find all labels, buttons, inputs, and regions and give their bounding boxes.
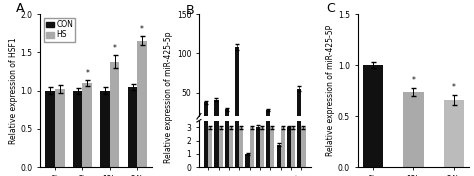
Bar xyxy=(214,0,219,167)
Bar xyxy=(250,130,254,132)
Bar xyxy=(266,0,270,167)
Bar xyxy=(128,87,137,167)
Bar xyxy=(235,47,239,132)
Bar xyxy=(208,130,212,132)
Text: C: C xyxy=(326,2,335,15)
Text: *: * xyxy=(452,83,456,92)
Text: A: A xyxy=(16,2,24,15)
Bar xyxy=(204,102,208,132)
Bar xyxy=(291,130,295,132)
Bar xyxy=(444,100,464,167)
Bar xyxy=(256,130,260,132)
Bar xyxy=(287,130,291,132)
Bar xyxy=(363,65,383,167)
Bar xyxy=(55,89,64,167)
Bar xyxy=(137,41,147,167)
Bar xyxy=(208,127,212,167)
Bar xyxy=(73,91,82,167)
Bar xyxy=(229,130,233,132)
Bar xyxy=(235,0,239,167)
Bar xyxy=(225,0,229,167)
Bar xyxy=(225,109,229,132)
Bar xyxy=(219,127,223,167)
Y-axis label: Relative expression of HSF1: Relative expression of HSF1 xyxy=(9,37,18,144)
Bar xyxy=(100,91,110,167)
Bar xyxy=(82,83,92,167)
Bar xyxy=(239,127,243,167)
Bar xyxy=(270,127,274,167)
Text: *: * xyxy=(85,69,89,78)
Bar xyxy=(287,127,291,167)
Text: *: * xyxy=(113,44,117,53)
Bar xyxy=(301,127,306,167)
Bar xyxy=(281,127,285,167)
Text: Relative expression of miR-425-5p: Relative expression of miR-425-5p xyxy=(164,31,173,163)
Bar xyxy=(239,130,243,132)
Bar xyxy=(281,130,285,132)
Bar xyxy=(301,130,306,132)
Bar xyxy=(246,131,250,132)
Bar xyxy=(297,0,301,167)
Bar xyxy=(260,130,264,132)
Bar xyxy=(46,91,55,167)
Bar xyxy=(270,130,274,132)
Bar xyxy=(214,100,219,132)
Bar xyxy=(276,131,281,132)
Bar xyxy=(204,0,208,167)
Text: B: B xyxy=(185,4,194,17)
Bar xyxy=(403,92,424,167)
Text: *: * xyxy=(411,76,415,84)
Bar xyxy=(246,154,250,167)
Bar xyxy=(110,62,119,167)
Bar xyxy=(297,89,301,132)
Text: *: * xyxy=(140,25,144,34)
Bar xyxy=(266,110,270,132)
Bar xyxy=(229,127,233,167)
Bar xyxy=(260,127,264,167)
Legend: CON, HS: CON, HS xyxy=(44,18,75,42)
Bar xyxy=(276,145,281,167)
Bar xyxy=(291,127,295,167)
Bar xyxy=(250,127,254,167)
Bar xyxy=(256,127,260,167)
Y-axis label: Relative expression of miR-425-5P: Relative expression of miR-425-5P xyxy=(326,25,335,156)
Bar xyxy=(219,130,223,132)
